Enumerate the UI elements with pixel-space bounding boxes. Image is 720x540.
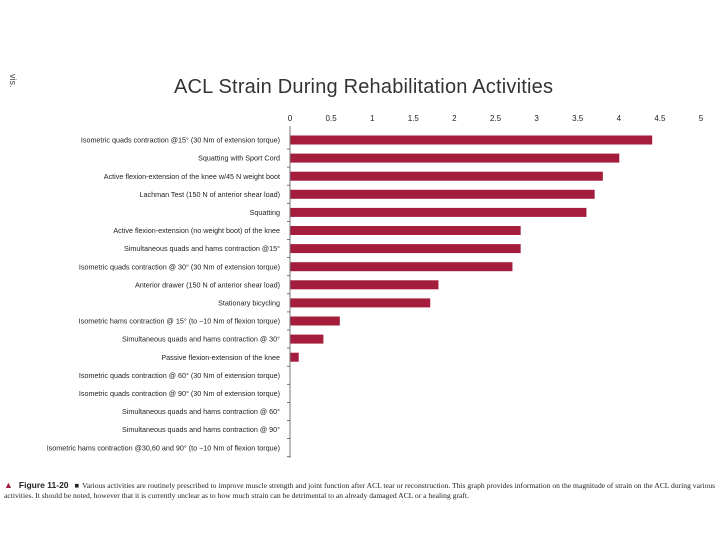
bar bbox=[290, 316, 340, 326]
figure-label: Figure 11-20 bbox=[18, 480, 69, 490]
chart-title: ACL Strain During Rehabilitation Activit… bbox=[174, 76, 554, 98]
category-label: Isometric quads contraction @ 30° (30 Nm… bbox=[79, 262, 280, 271]
category-label: Active flexion-extension (no weight boot… bbox=[113, 226, 280, 235]
x-tick-label: 2.5 bbox=[490, 114, 502, 123]
bar bbox=[290, 171, 603, 181]
category-label: Isometric quads contraction @15° (30 Nm … bbox=[81, 136, 280, 145]
x-tick-label: 4.5 bbox=[654, 114, 666, 123]
category-ticks bbox=[287, 148, 290, 458]
bar bbox=[290, 244, 521, 254]
caption-text: Various activities are routinely prescri… bbox=[4, 481, 716, 500]
x-tick-label: 1 bbox=[370, 114, 375, 123]
x-tick-label: 0.5 bbox=[326, 114, 338, 123]
bar bbox=[290, 226, 521, 235]
category-label: Isometric quads contraction @ 60° (30 Nm… bbox=[79, 371, 280, 380]
category-label: Simultaneous quads and hams contraction … bbox=[124, 244, 280, 253]
x-tick-label: 3 bbox=[534, 114, 539, 123]
category-label: Isometric hams contraction @ 15° (to −10… bbox=[79, 317, 280, 326]
bar bbox=[290, 189, 595, 199]
category-label: Squatting with Sport Cord bbox=[198, 154, 280, 163]
category-label: Stationary bicycling bbox=[218, 299, 280, 308]
bar bbox=[290, 262, 513, 272]
category-label: Isometric quads contraction @ 90° (30 Nm… bbox=[79, 389, 280, 398]
category-labels: Isometric quads contraction @15° (30 Nm … bbox=[47, 136, 280, 453]
category-label: Anterior drawer (150 N of anterior shear… bbox=[135, 280, 280, 289]
caption-triangle-icon: ▲ bbox=[4, 480, 13, 490]
bar bbox=[290, 334, 324, 344]
bar-chart: 0 0.5 1 1.5 2 2.5 3 3.5 4 4.5 5 Isometric quads co… bbox=[47, 114, 704, 458]
category-label: Passive flexion-extension of the knee bbox=[161, 353, 280, 362]
x-tick-label: 2 bbox=[452, 114, 457, 123]
x-axis-ticks: 0 0.5 1 1.5 2 2.5 3 3.5 4 4.5 5 bbox=[288, 114, 704, 123]
x-tick-label: 3.5 bbox=[572, 114, 584, 123]
bar bbox=[290, 298, 431, 308]
caption-separator: ■ bbox=[74, 481, 80, 490]
category-label: Isometric hams contraction @30,60 and 90… bbox=[47, 443, 280, 452]
category-label: Active flexion-extension of the knee w/4… bbox=[104, 172, 280, 181]
bar bbox=[290, 207, 587, 217]
category-label: Squatting bbox=[250, 208, 280, 217]
bar bbox=[290, 352, 299, 362]
bar bbox=[290, 135, 653, 145]
x-tick-label: 1.5 bbox=[408, 114, 420, 123]
x-tick-label: 0 bbox=[288, 114, 293, 123]
category-label: Simultaneous quads and hams contraction … bbox=[122, 335, 280, 344]
figure-caption: ▲ Figure 11-20 ■ Various activities are rou… bbox=[4, 480, 716, 501]
category-label: Simultaneous quads and hams contraction … bbox=[122, 407, 280, 416]
bar bbox=[290, 280, 439, 290]
bar bbox=[290, 153, 620, 163]
category-label: Lachman Test (150 N of anterior shear lo… bbox=[140, 190, 281, 199]
x-tick-label: 4 bbox=[617, 114, 622, 123]
category-label: Simultaneous quads and hams contraction … bbox=[122, 425, 280, 434]
x-tick-label: 5 bbox=[699, 114, 704, 123]
bars bbox=[290, 135, 653, 362]
